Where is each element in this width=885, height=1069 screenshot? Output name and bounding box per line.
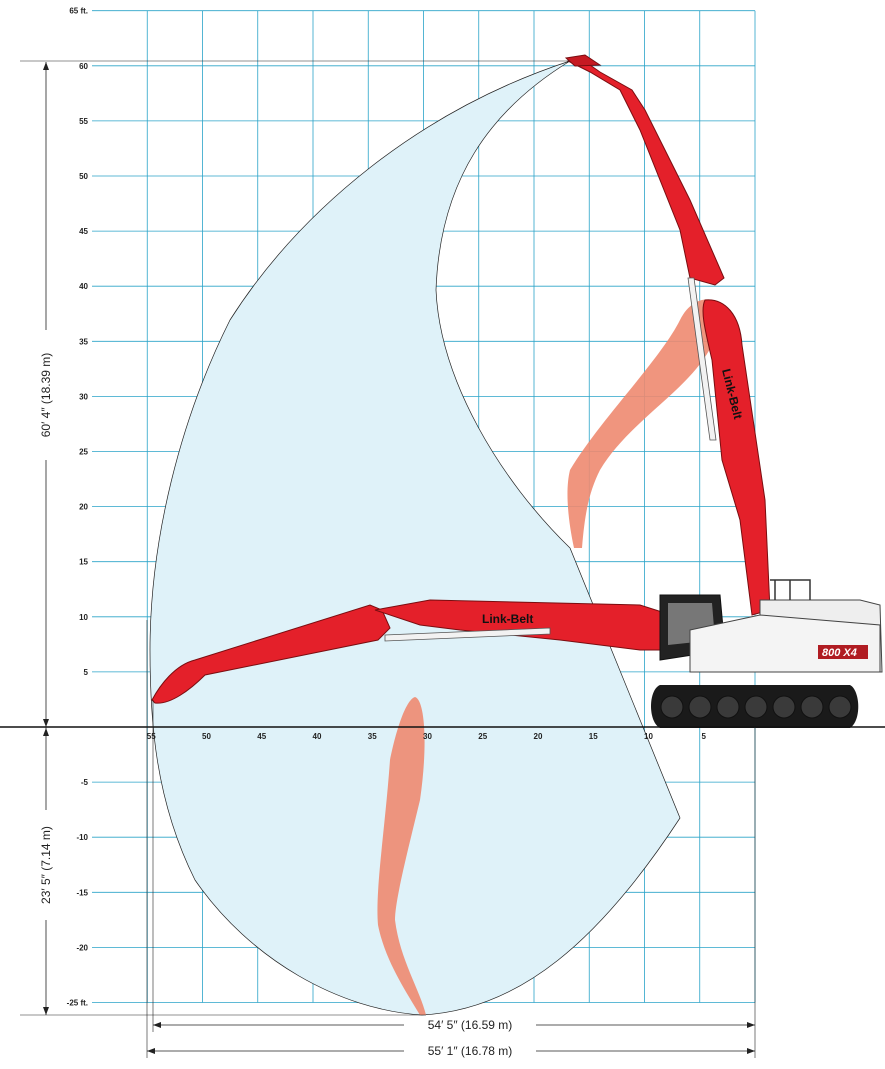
y-tick-label: 50 — [79, 172, 88, 181]
x-tick-label: 55 — [147, 732, 156, 741]
x-tick-label: 40 — [313, 732, 322, 741]
track-roller — [716, 695, 740, 719]
height-arrow-bottom — [43, 719, 49, 727]
vertical-boom — [702, 299, 771, 616]
y-tick-label: -20 — [76, 943, 88, 952]
x-tick-label: 35 — [368, 732, 377, 741]
horizontal-boom-brand: Link-Belt — [482, 612, 533, 626]
y-tick-label: 15 — [79, 558, 88, 567]
max-reach-arrow-left — [147, 1048, 155, 1054]
y-tick-label: 55 — [79, 117, 88, 126]
height-arrow-top — [43, 62, 49, 70]
y-tick-label: 40 — [79, 282, 88, 291]
horizontal-cylinder — [384, 627, 551, 642]
x-tick-label: 20 — [534, 732, 543, 741]
reach-ground-label: 54′ 5″ (16.59 m) — [428, 1018, 513, 1032]
reach-ground-arrow-right — [747, 1022, 755, 1028]
vertical-cylinder — [687, 277, 717, 441]
working-envelope-area — [149, 60, 681, 1016]
y-tick-label: 35 — [79, 337, 88, 346]
model-badge: 800 X4 — [822, 647, 857, 659]
depth-arrow-top — [43, 728, 49, 736]
excavator: 800 X4 — [651, 579, 883, 728]
track-roller — [800, 695, 824, 719]
vertical-stick — [566, 57, 725, 286]
boom-vertical: Link-Belt — [564, 54, 771, 616]
horizontal-boom — [374, 599, 663, 651]
max-reach-arrow-right — [747, 1048, 755, 1054]
working-envelope — [149, 60, 681, 1016]
boom-horizontal: Link-Belt — [151, 599, 663, 704]
max-reach-label: 55′ 1″ (16.78 m) — [428, 1044, 513, 1058]
y-tick-label: 30 — [79, 392, 88, 401]
y-tick-label: 45 — [79, 227, 88, 236]
y-axis-ticks: 65 ft. 60 55 50 45 40 35 30 25 20 15 10 5 -5 -10 -15 -20… — [67, 7, 89, 1008]
x-tick-label: 30 — [423, 732, 432, 741]
track-roller — [828, 695, 852, 719]
model-badge-bg — [818, 645, 868, 659]
y-tick-label: 60 — [79, 62, 88, 71]
y-tick-label: 25 — [79, 448, 88, 457]
max-depth-label: 23′ 5″ (7.14 m) — [39, 826, 53, 904]
y-tick-label: 20 — [79, 503, 88, 512]
max-height-label: 60′ 4″ (18.39 m) — [39, 353, 53, 438]
x-tick-label: 50 — [202, 732, 211, 741]
x-tick-label: 25 — [478, 732, 487, 741]
horizontal-stick — [151, 604, 391, 704]
track-roller — [772, 695, 796, 719]
x-tick-label: 15 — [589, 732, 598, 741]
x-tick-label: 45 — [257, 732, 266, 741]
y-tick-label: -5 — [81, 778, 89, 787]
track-roller — [744, 695, 768, 719]
y-tick-label: -15 — [76, 888, 88, 897]
track-roller — [660, 695, 684, 719]
reach-ground-arrow-left — [153, 1022, 161, 1028]
y-tick-label: 5 — [84, 668, 89, 677]
x-tick-label: 5 — [702, 732, 707, 741]
ghost-arm-raised — [567, 299, 719, 548]
vertical-bucket — [564, 54, 602, 67]
dimension-lines: 60′ 4″ (18.39 m) 23′ 5″ (7.14 m) 54′ 5″ … — [20, 60, 756, 1059]
ghost-stick-down — [377, 697, 426, 1015]
upper-body — [689, 614, 881, 673]
depth-arrow-bottom — [43, 1007, 49, 1015]
x-tick-label: 10 — [644, 732, 653, 741]
ghost-boom-positions — [377, 299, 719, 1015]
x-axis-ticks: 55 50 45 40 35 30 25 20 15 10 5 — [147, 732, 707, 741]
y-tick-label: -10 — [76, 833, 88, 842]
y-tick-label: 65 ft. — [69, 7, 88, 16]
track-roller — [688, 695, 712, 719]
handrail — [770, 579, 811, 600]
track-rollers — [660, 695, 852, 719]
y-tick-label: 10 — [79, 613, 88, 622]
y-tick-label: -25 ft. — [67, 999, 88, 1008]
